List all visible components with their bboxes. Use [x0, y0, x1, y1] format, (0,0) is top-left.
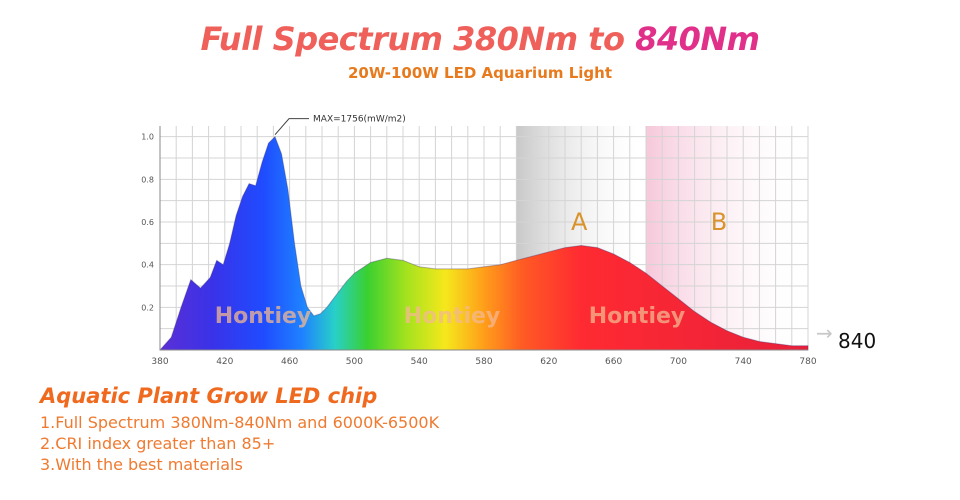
- description-line-3: 3.With the best materials: [40, 455, 243, 474]
- spectrum-area: [158, 135, 809, 351]
- x-tick-label: 780: [799, 357, 816, 367]
- end-wavelength-label: 840: [838, 329, 876, 353]
- description-line-2: 2.CRI index greater than 85+: [40, 434, 276, 453]
- spectrum-chart: Hontiey Hontiey Hontiey 380 420 460 500 540 580…: [141, 115, 876, 367]
- region-b-label: B: [711, 208, 727, 236]
- y-tick-label: 1.0: [141, 133, 154, 142]
- x-tick-label: 740: [735, 357, 752, 367]
- description-line-1: 1.Full Spectrum 380Nm-840Nm and 6000K-65…: [40, 413, 440, 432]
- peak-label: MAX=1756(mW/m2): [313, 115, 406, 125]
- y-tick-label: 0.8: [141, 175, 154, 184]
- y-tick-label: 0.6: [141, 218, 154, 227]
- arrow-icon: →: [816, 321, 833, 345]
- x-tick-label: 380: [151, 357, 168, 367]
- x-tick-label: 420: [216, 357, 233, 367]
- page-title: Full Spectrum 380Nm to 840Nm: [0, 20, 960, 58]
- region-a-label: A: [571, 208, 588, 236]
- x-tick-label: 500: [346, 357, 363, 367]
- description: Aquatic Plant Grow LED chip 1.Full Spect…: [40, 384, 439, 475]
- peak-leader-line: [274, 118, 310, 135]
- watermark-2: Hontiey: [404, 304, 501, 329]
- x-tick-label: 540: [411, 357, 428, 367]
- x-tick-label: 620: [540, 357, 557, 367]
- y-tick-label: 0.2: [141, 303, 154, 312]
- x-tick-label: 660: [605, 357, 622, 367]
- watermark-3: Hontiey: [589, 304, 686, 329]
- title-part-2: 840Nm: [635, 20, 760, 58]
- x-tick-label: 700: [670, 357, 687, 367]
- y-tick-label: 0.4: [141, 261, 154, 270]
- watermark-1: Hontiey: [215, 304, 312, 329]
- description-heading: Aquatic Plant Grow LED chip: [40, 384, 378, 408]
- x-tick-label: 580: [475, 357, 492, 367]
- x-tick-label: 460: [281, 357, 298, 367]
- subtitle: 20W-100W LED Aquarium Light: [347, 64, 613, 82]
- title-part-1: Full Spectrum 380Nm to: [200, 20, 636, 58]
